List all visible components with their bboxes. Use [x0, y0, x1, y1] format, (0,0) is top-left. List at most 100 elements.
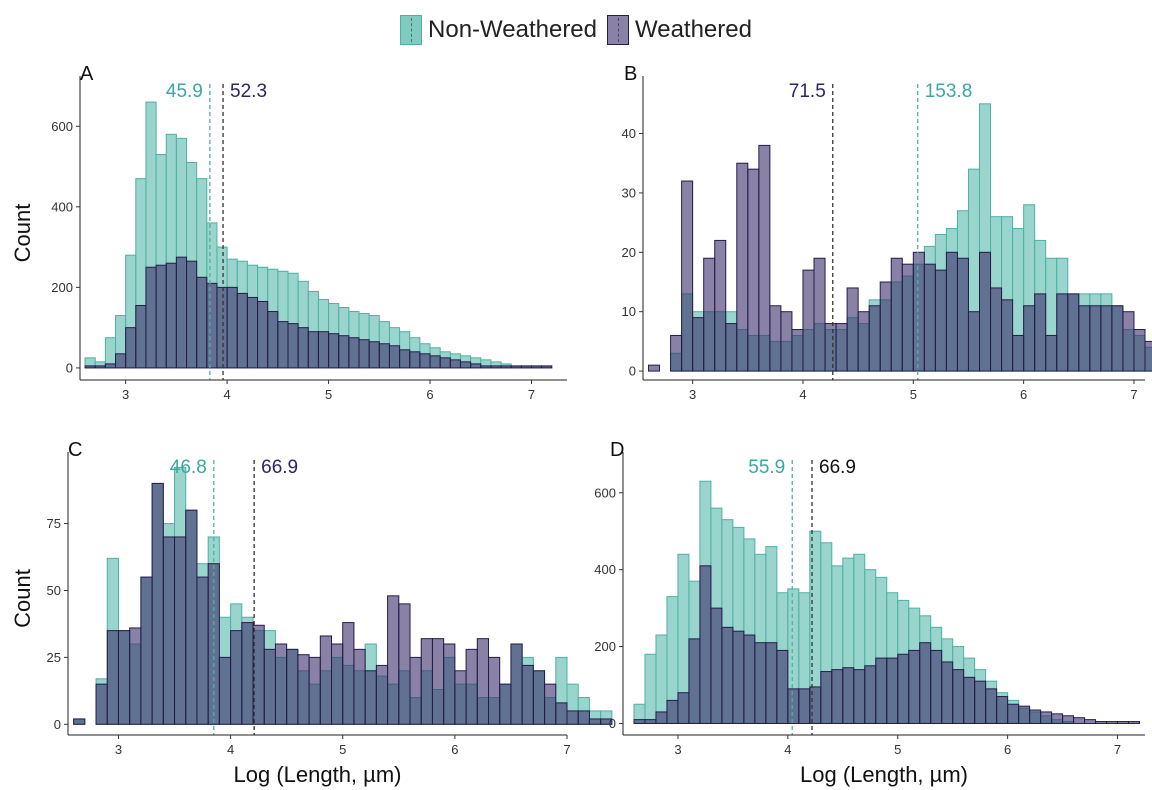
bar: [274, 643, 288, 725]
mean-label: 66.9: [261, 457, 298, 478]
bar: [824, 323, 837, 372]
panel-a: A 45.9 52.3 0 200 400 600 3 4 5 6 7 Count: [10, 63, 567, 402]
mean-label: 71.5: [789, 81, 826, 102]
bar: [1045, 334, 1058, 372]
x-tick-label: 4: [799, 387, 806, 402]
bar: [666, 699, 679, 724]
bar: [465, 648, 478, 725]
bar: [532, 670, 546, 725]
x-tick-label: 7: [1114, 742, 1121, 757]
y-tick-label: 400: [51, 199, 73, 214]
bar: [923, 263, 936, 372]
bar: [246, 296, 259, 369]
bar: [104, 363, 117, 369]
mean-label: 45.9: [166, 81, 203, 102]
bar: [868, 305, 881, 372]
bar: [912, 251, 925, 372]
bar: [655, 711, 668, 724]
bar: [151, 482, 164, 725]
bar: [510, 365, 522, 369]
bar: [129, 627, 142, 725]
bar: [1100, 305, 1113, 372]
bar: [930, 649, 943, 724]
bar: [736, 162, 749, 372]
bar: [196, 576, 209, 725]
bar: [644, 653, 657, 724]
bar: [1023, 305, 1036, 372]
bar: [95, 683, 108, 725]
bar: [530, 365, 543, 369]
bar: [1117, 721, 1130, 724]
bar: [263, 648, 276, 725]
bar: [633, 719, 646, 724]
bar: [776, 649, 789, 724]
series-weathered: [633, 565, 1141, 724]
bar: [853, 669, 866, 724]
bar: [470, 363, 482, 369]
bar: [419, 353, 431, 369]
bar: [919, 642, 932, 724]
y-axis-title: Count: [10, 204, 35, 263]
bar: [162, 536, 176, 725]
bar: [864, 665, 877, 724]
x-tick-label: 3: [689, 387, 696, 402]
bar: [732, 630, 745, 724]
bar: [375, 664, 389, 725]
bar: [117, 630, 131, 725]
bar: [104, 337, 117, 369]
bar: [1084, 719, 1097, 724]
bar: [206, 282, 218, 369]
bar: [747, 168, 760, 372]
bar: [714, 239, 727, 372]
bar: [521, 664, 534, 725]
bar: [1029, 709, 1042, 724]
x-tick-label: 7: [528, 387, 535, 402]
bar: [378, 343, 390, 369]
bar: [328, 333, 340, 369]
x-tick-label: 5: [910, 387, 917, 402]
panel-b: B 71.5 153.8 0 10 20 30 40 3 4 5 6 7: [622, 63, 1152, 402]
bar: [1128, 721, 1141, 724]
bar: [1106, 721, 1119, 724]
panel-c: C 46.8 66.9 0 25 50 75 3 4 5 6 7 Count Log (Length, µ…: [10, 439, 613, 787]
legend-swatch-non-weathered: [400, 15, 423, 45]
y-tick-label: 0: [66, 360, 73, 375]
bar: [1040, 711, 1053, 724]
bar: [699, 565, 712, 724]
bar: [743, 634, 756, 724]
bar: [901, 263, 914, 372]
y-tick-label: 25: [47, 650, 61, 665]
bar: [1007, 703, 1020, 724]
bar: [544, 683, 557, 725]
bar: [174, 536, 187, 725]
bar: [979, 251, 992, 372]
bar: [73, 718, 86, 725]
bar: [934, 269, 947, 372]
legend: Non-Weathered Weathered: [0, 8, 1152, 52]
bar: [974, 680, 987, 724]
mean-label: 46.8: [170, 457, 207, 478]
bar: [710, 607, 723, 724]
y-tick-label: 0: [609, 716, 616, 731]
bar: [241, 622, 254, 725]
bar: [499, 683, 512, 725]
bar: [967, 311, 981, 372]
bar: [1122, 311, 1135, 372]
bar: [186, 260, 198, 369]
bar: [252, 624, 265, 725]
panel-letter: B: [624, 63, 637, 85]
mean-label: 55.9: [748, 457, 785, 478]
bar: [94, 365, 106, 369]
bar: [996, 696, 1009, 724]
bar: [985, 688, 998, 724]
legend-item-weathered: Weathered: [607, 15, 752, 45]
bar: [388, 345, 401, 369]
bar: [541, 365, 553, 369]
x-tick-label: 4: [223, 387, 230, 402]
bar: [286, 648, 299, 725]
bar: [218, 656, 232, 725]
bar: [398, 603, 411, 725]
bar: [791, 329, 804, 372]
bar: [140, 576, 153, 725]
bar: [226, 286, 238, 369]
